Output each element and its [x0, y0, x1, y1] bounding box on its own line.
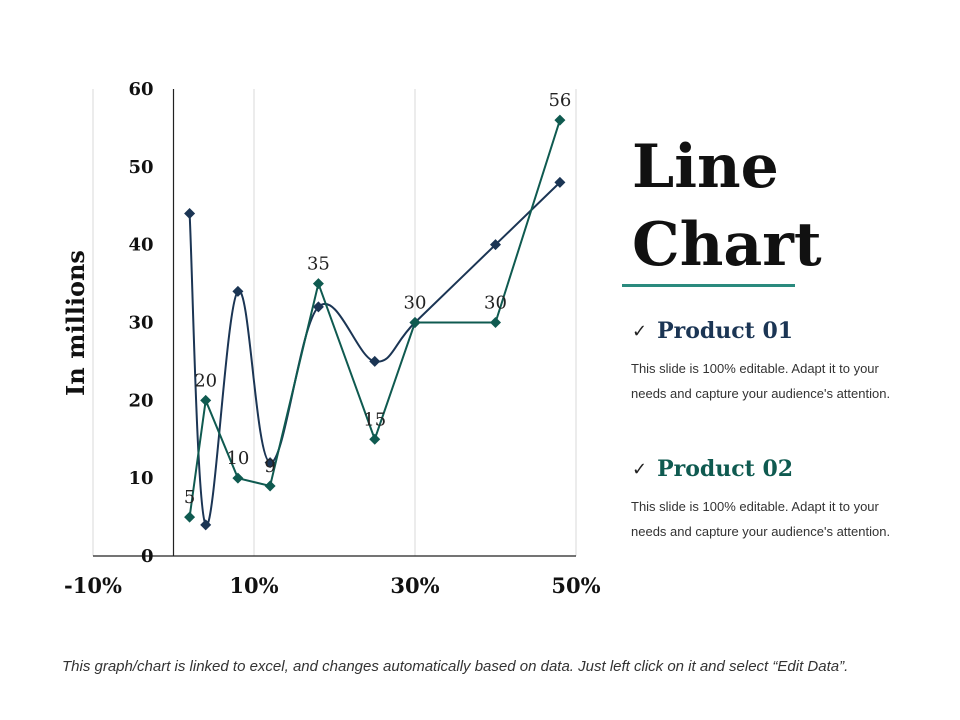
product-02-point: [369, 433, 381, 445]
product-02-data-label: 10: [226, 448, 249, 469]
product-01-point: [369, 355, 381, 367]
legend-product-02-label: Product 02: [657, 456, 794, 482]
y-tick-label: 50: [128, 157, 153, 178]
checkmark-icon: ✓: [632, 458, 648, 480]
slide-title: Line Chart: [632, 128, 822, 284]
product-01-point: [554, 176, 566, 188]
product-02-data-label: 5: [184, 487, 195, 508]
product-01-line: [188, 181, 561, 526]
product-01-point: [232, 285, 244, 297]
product-01-point: [184, 208, 196, 220]
product-01-point: [490, 239, 501, 251]
legend-product-02: ✓ Product 02: [632, 456, 793, 482]
x-tick-label: 10%: [229, 573, 278, 598]
product-02-data-label: 15: [363, 409, 386, 430]
product-02-data-label: 9: [264, 456, 275, 477]
footer-note: This graph/chart is linked to excel, and…: [62, 658, 849, 675]
legend-product-01-label: Product 01: [657, 318, 794, 344]
legend-product-01-description: This slide is 100% editable. Adapt it to…: [631, 361, 891, 401]
title-line-1: Line: [632, 132, 779, 202]
product-02-point: [200, 394, 212, 406]
y-tick-label: 40: [128, 235, 153, 256]
product-02-point: [554, 114, 566, 126]
y-axis-label: In millions: [61, 250, 90, 396]
product-02-point: [312, 278, 324, 290]
y-tick-label: 20: [128, 390, 153, 411]
product-01-point: [200, 519, 212, 531]
product-02-data-label: 35: [307, 254, 330, 275]
y-tick-label: 10: [128, 468, 153, 489]
x-tick-label: 30%: [390, 573, 439, 598]
product-02-point: [409, 317, 421, 328]
product-02-data-label: 56: [548, 90, 571, 111]
x-tick-label: 50%: [551, 573, 600, 598]
x-tick-label: -10%: [64, 573, 122, 598]
title-line-2: Chart: [632, 210, 822, 280]
product-02-data-label: 20: [194, 370, 217, 391]
product-02-point: [490, 317, 501, 328]
product-01-point: [264, 457, 276, 469]
product-02-point: [184, 511, 196, 523]
checkmark-icon: ✓: [632, 320, 648, 342]
product-02-point: [232, 472, 244, 484]
product-02-data-label: 30: [404, 293, 427, 314]
line-chart: In millions 0 10 20 30 40 50 60 -10% 10% 30% 50% 5…: [61, 79, 601, 598]
product-02-point: [264, 480, 276, 492]
product-01-point: [312, 301, 324, 313]
product-02-data-label: 30: [484, 293, 507, 314]
title-underline: [622, 284, 795, 287]
y-tick-label: 60: [128, 79, 153, 100]
legend-product-01: ✓ Product 01: [632, 318, 793, 344]
y-tick-label: 30: [128, 313, 153, 334]
legend-product-02-description: This slide is 100% editable. Adapt it to…: [631, 499, 891, 539]
y-tick-label: 0: [141, 546, 154, 567]
